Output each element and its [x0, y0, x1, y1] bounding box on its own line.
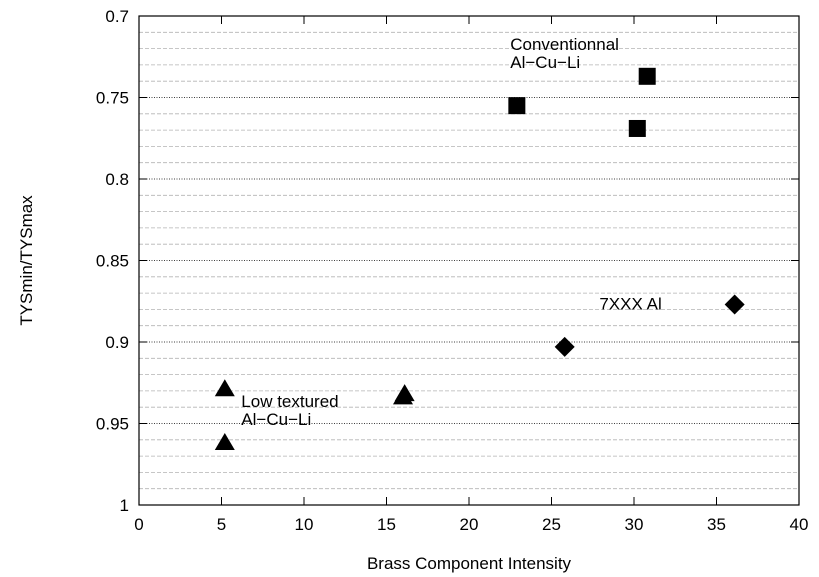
y-tick-label: 0.9	[105, 333, 129, 352]
x-tick-label: 25	[542, 515, 561, 534]
grid-lines	[139, 31, 799, 490]
y-tick-label: 0.8	[105, 170, 129, 189]
annotation-text: 7XXX Al	[599, 294, 661, 313]
data-points	[214, 67, 745, 451]
annotations: Conventionnal Al−Cu−Li 7XXX Al Low textured…	[241, 35, 661, 429]
x-tick-label: 15	[377, 515, 396, 534]
y-tick-label: 0.85	[96, 252, 129, 271]
square-point	[628, 119, 646, 137]
y-tick-label: 1	[120, 496, 129, 515]
x-tick-label: 20	[460, 515, 479, 534]
x-axis-label: Brass Component Intensity	[367, 554, 572, 573]
x-tick-label: 40	[790, 515, 809, 534]
triangle-point	[214, 379, 235, 397]
square-point	[508, 97, 526, 115]
x-tick-label: 35	[707, 515, 726, 534]
x-tick-label: 10	[295, 515, 314, 534]
y-tick-label: 0.95	[96, 415, 129, 434]
axis-ticks: 0.7 0.75 0.8 0.85 0.9 0.95 10 5 10 15 20 25 30 35 40	[96, 7, 809, 534]
diamond-point	[554, 336, 575, 357]
y-tick-label: 0.75	[96, 89, 129, 108]
y-tick-label: 0.7	[105, 7, 129, 26]
triangle-point	[214, 433, 235, 451]
triangle-point	[394, 384, 415, 402]
y-axis-label: TYSmin/TYSmax	[17, 195, 36, 326]
annotation-text: Low textured Al−Cu−Li	[241, 392, 338, 429]
square-point	[638, 67, 656, 85]
x-tick-label: 5	[217, 515, 226, 534]
x-tick-label: 0	[134, 515, 143, 534]
diamond-point	[724, 294, 745, 315]
x-tick-label: 30	[625, 515, 644, 534]
annotation-text: Conventionnal Al−Cu−Li	[510, 35, 619, 72]
